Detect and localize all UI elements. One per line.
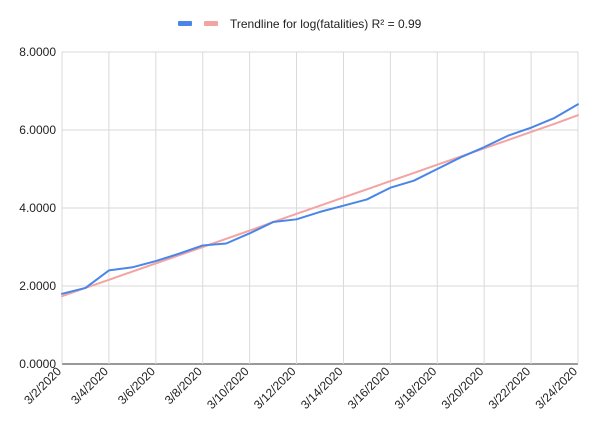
- y-tick-label: 6.0000: [19, 123, 56, 137]
- y-tick-label: 2.0000: [19, 279, 56, 293]
- series-line-trendline: [61, 114, 579, 298]
- y-tick-label: 0.0000: [19, 357, 56, 371]
- x-tick-label: 3/16/2020: [345, 364, 393, 412]
- y-tick-label: 4.0000: [19, 201, 56, 215]
- y-tick-labels: 0.0000 2.0000 4.0000 6.0000 8.0000: [19, 45, 56, 371]
- legend-label: Trendline for log(fatalities) R² = 0.99: [230, 17, 422, 31]
- x-tick-label: 3/14/2020: [298, 364, 346, 412]
- x-tick-label: 3/12/2020: [251, 364, 299, 412]
- x-tick-label: 3/18/2020: [392, 364, 440, 412]
- x-tick-label: 3/24/2020: [532, 364, 580, 412]
- legend-swatch: [204, 21, 218, 26]
- x-tick-label: 3/6/2020: [115, 364, 158, 407]
- x-tick-labels: 3/2/2020 3/4/2020 3/6/2020 3/8/2020 3/10/202…: [21, 364, 580, 412]
- series-layer: [61, 103, 579, 298]
- y-tick-label: 8.0000: [19, 45, 56, 59]
- x-tick-label: 3/4/2020: [68, 364, 111, 407]
- grid-layer: [61, 51, 579, 365]
- legend-swatch: [178, 21, 192, 26]
- x-tick-label: 3/8/2020: [162, 364, 205, 407]
- legend: Trendline for log(fatalities) R² = 0.99: [178, 17, 422, 31]
- x-tick-label: 3/20/2020: [439, 364, 487, 412]
- x-tick-label: 3/22/2020: [486, 364, 534, 412]
- series-line-data: [61, 103, 579, 295]
- x-tick-label: 3/10/2020: [204, 364, 252, 412]
